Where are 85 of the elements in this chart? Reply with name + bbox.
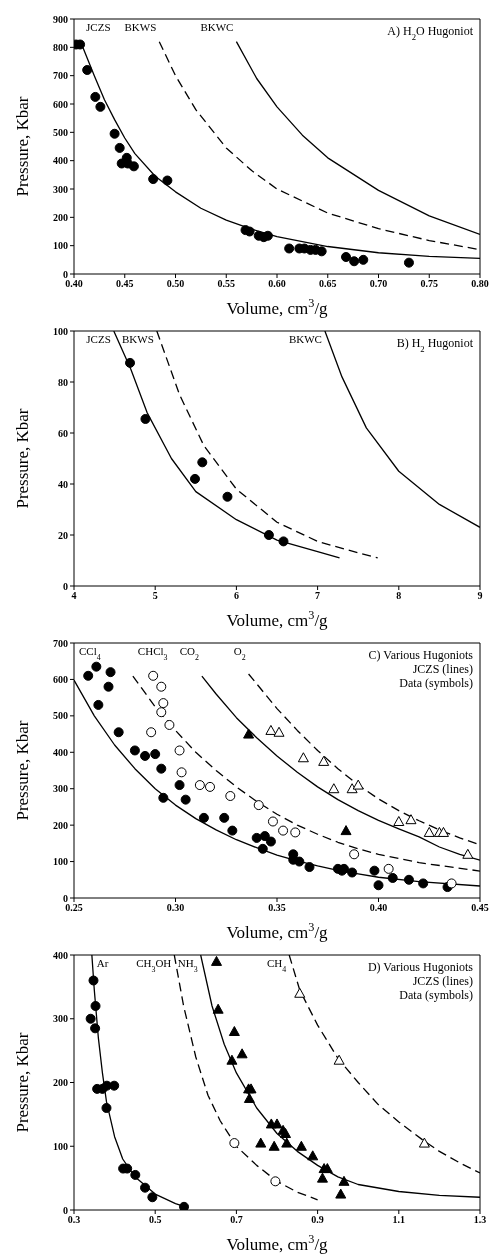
x-tick-label: 0.40 — [65, 278, 83, 290]
y-tick-label: 500 — [53, 710, 68, 722]
series-label: CH$_{3}$OH — [136, 957, 172, 974]
y-axis-title: Pressure, Kbar — [13, 1032, 32, 1133]
annotation: Data (symbols) — [399, 676, 473, 690]
x-tick-label: 0.60 — [268, 278, 286, 290]
series-label: NH$_{3}$ — [177, 957, 198, 974]
y-tick-label: 400 — [53, 155, 68, 167]
x-tick-label: 6 — [233, 590, 239, 602]
y-tick-label: 100 — [53, 856, 68, 868]
x-axis-title: Volume, cm$^{3}$/g — [226, 608, 329, 630]
series-label: JCZS — [86, 21, 111, 33]
y-tick-label: 100 — [53, 325, 68, 337]
y-axis-title: Pressure, Kbar — [13, 96, 32, 197]
annotation: JCZS (lines) — [412, 974, 473, 988]
x-axis-title: Volume, cm$^{3}$/g — [226, 920, 329, 942]
y-tick-label: 0 — [63, 580, 68, 592]
x-tick-label: 1.3 — [473, 1214, 487, 1226]
y-tick-label: 300 — [53, 183, 68, 195]
x-tick-label: 0.65 — [319, 278, 337, 290]
y-tick-label: 600 — [53, 673, 68, 685]
y-tick-label: 300 — [53, 783, 68, 795]
x-tick-label: 4 — [71, 590, 77, 602]
series-label: BKWS — [122, 333, 154, 345]
series-label: BKWS — [124, 21, 157, 33]
y-tick-label: 200 — [53, 1077, 68, 1089]
x-axis-title: Volume, cm$^{3}$/g — [226, 296, 329, 318]
y-tick-label: 20 — [58, 529, 68, 541]
y-tick-label: 60 — [58, 427, 68, 439]
x-tick-label: 0.9 — [311, 1214, 324, 1226]
y-tick-label: 100 — [53, 240, 68, 252]
x-tick-label: 0.7 — [230, 1214, 243, 1226]
y-tick-label: 500 — [53, 126, 68, 138]
y-tick-label: 0 — [63, 268, 68, 280]
x-tick-label: 1.1 — [392, 1214, 406, 1226]
x-tick-label: 8 — [396, 590, 402, 602]
y-tick-label: 300 — [53, 1013, 68, 1025]
x-tick-label: 0.45 — [471, 902, 489, 914]
x-tick-label: 0.50 — [166, 278, 185, 290]
annotation: Data (symbols) — [399, 988, 473, 1002]
y-tick-label: 600 — [53, 98, 68, 110]
x-tick-label: 0.45 — [116, 278, 134, 290]
x-tick-label: 0.75 — [420, 278, 438, 290]
x-tick-label: 9 — [477, 590, 483, 602]
annotation: D) Various Hugoniots — [367, 960, 474, 974]
x-tick-label: 0.40 — [369, 902, 388, 914]
y-tick-label: 200 — [53, 819, 68, 831]
x-tick-label: 0.25 — [65, 902, 83, 914]
annotation: A) H$_{2}$O Hugoniot — [387, 24, 474, 42]
series-label: BKWC — [288, 333, 322, 345]
annotation: JCZS (lines) — [412, 662, 473, 676]
y-axis-title: Pressure, Kbar — [13, 720, 32, 821]
annotation: C) Various Hugoniots — [368, 648, 474, 662]
y-tick-label: 700 — [53, 637, 68, 649]
y-tick-label: 400 — [53, 746, 68, 758]
series-label: Ar — [96, 957, 109, 969]
y-tick-label: 100 — [53, 1140, 68, 1152]
y-tick-label: 0 — [63, 1204, 68, 1216]
series-label: CO$_{2}$ — [179, 645, 199, 662]
x-tick-label: 0.3 — [67, 1214, 81, 1226]
annotation: B) H$_{2}$ Hugoniot — [396, 336, 474, 354]
x-tick-label: 0.80 — [471, 278, 489, 290]
x-axis-title: Volume, cm$^{3}$/g — [226, 1232, 329, 1254]
y-tick-label: 400 — [53, 949, 68, 961]
x-tick-label: 7 — [315, 590, 321, 602]
series-label: CH$_{4}$ — [266, 957, 287, 974]
x-tick-label: 0.55 — [217, 278, 235, 290]
series-label: CCl$_{4}$ — [79, 645, 101, 662]
series-label: O$_{2}$ — [233, 645, 246, 662]
y-tick-label: 40 — [58, 478, 68, 490]
y-tick-label: 700 — [53, 70, 68, 82]
y-tick-label: 200 — [53, 211, 68, 223]
y-axis-title: Pressure, Kbar — [13, 408, 32, 509]
x-tick-label: 0.30 — [166, 902, 185, 914]
y-tick-label: 80 — [58, 376, 68, 388]
y-tick-label: 0 — [63, 892, 68, 904]
series-label: BKWC — [200, 21, 234, 33]
x-tick-label: 5 — [152, 590, 158, 602]
y-tick-label: 900 — [53, 13, 68, 25]
series-label: CHCl$_{3}$ — [137, 645, 168, 662]
x-tick-label: 0.70 — [369, 278, 388, 290]
x-tick-label: 0.35 — [268, 902, 286, 914]
y-tick-label: 800 — [53, 41, 68, 53]
series-label: JCZS — [86, 333, 111, 345]
x-tick-label: 0.5 — [148, 1214, 162, 1226]
